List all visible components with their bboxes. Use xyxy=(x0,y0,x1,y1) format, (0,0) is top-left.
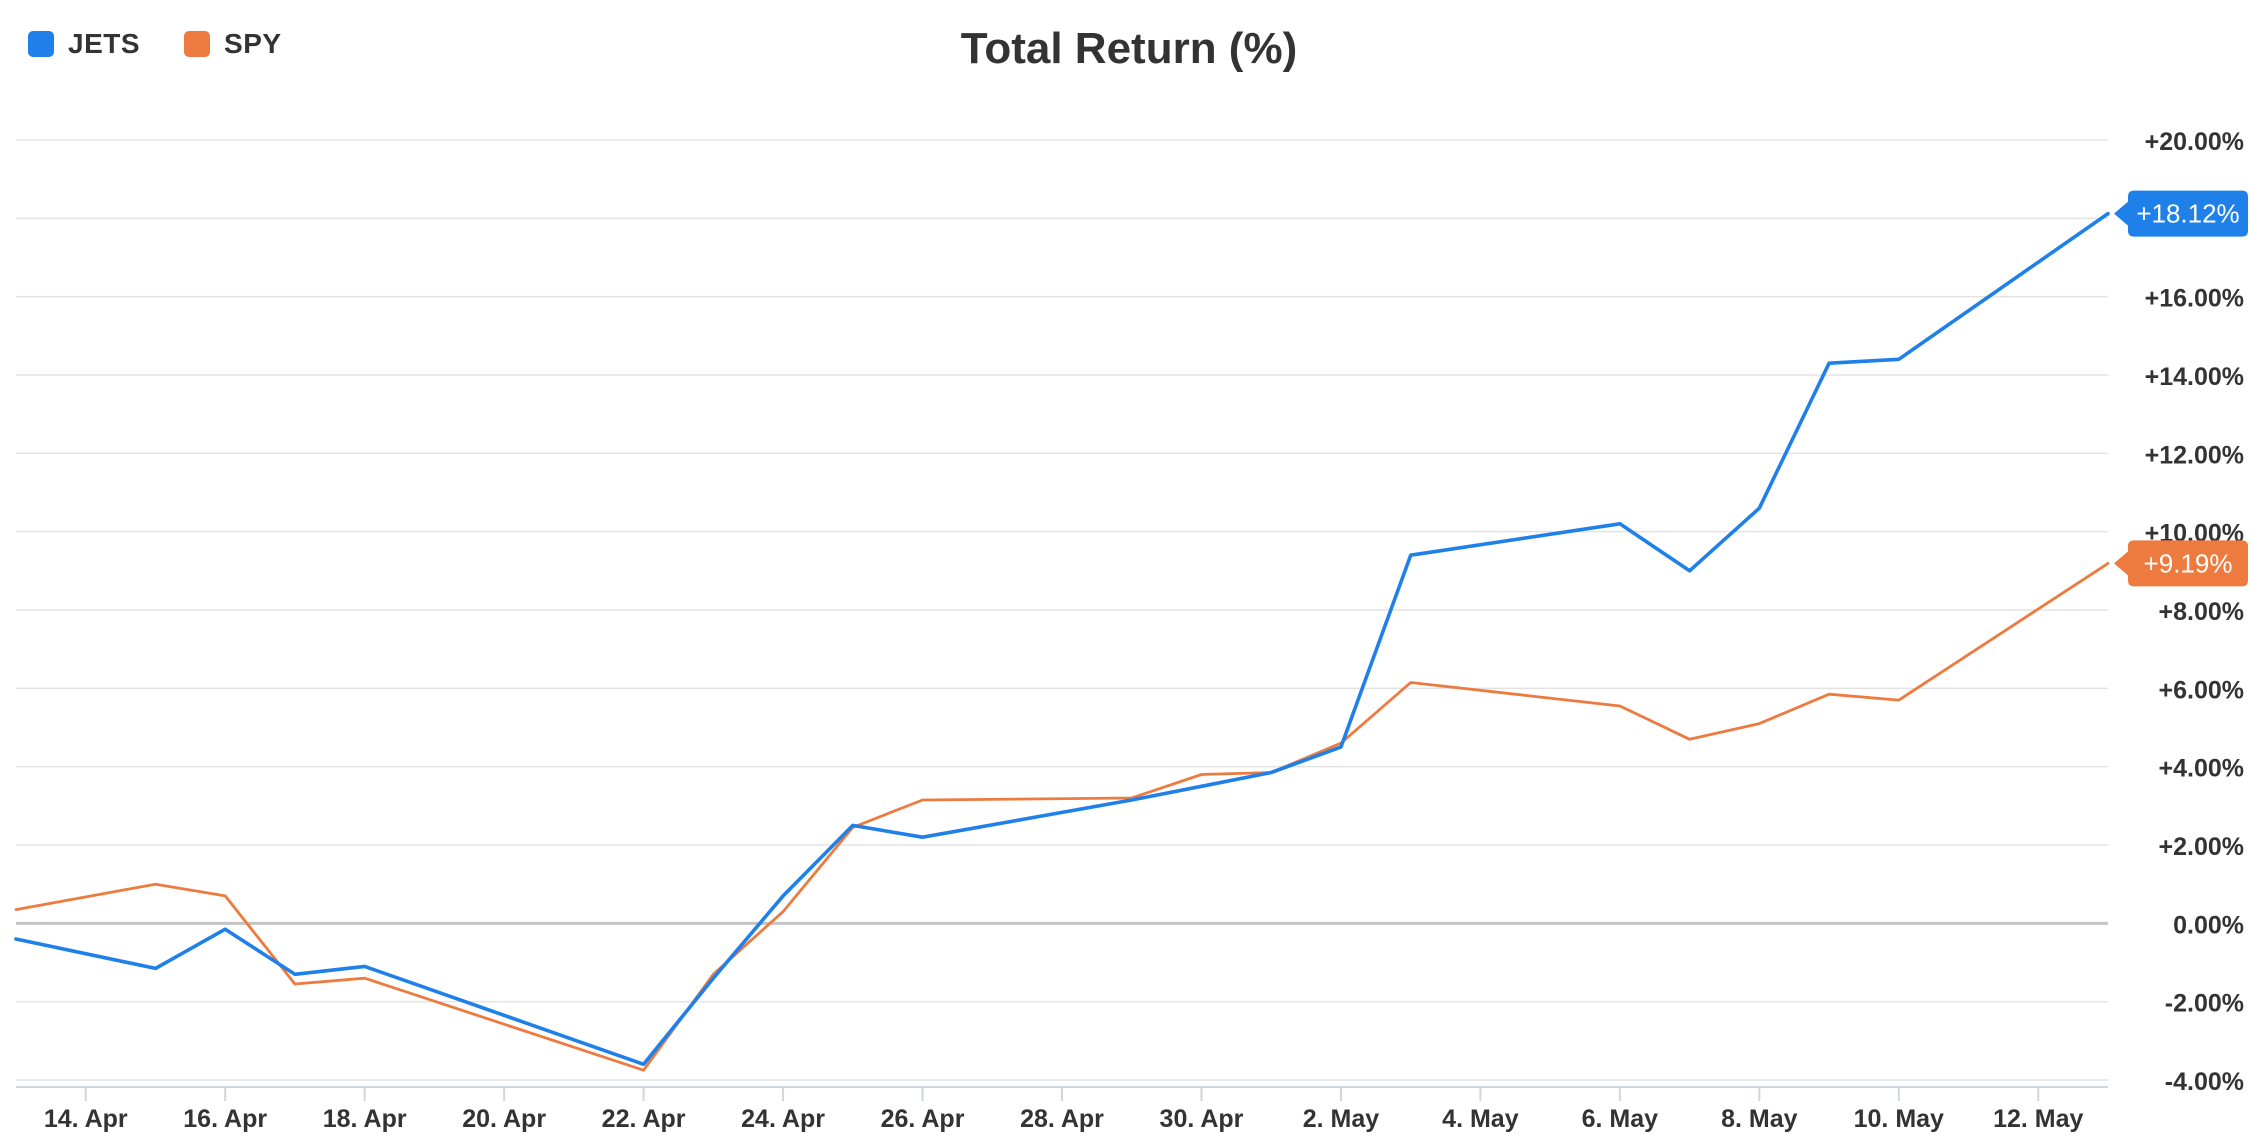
legend-swatch-jets xyxy=(28,31,54,57)
y-tick-label: +12.00% xyxy=(2145,441,2244,469)
legend: JETS SPY xyxy=(28,28,282,60)
y-tick-label: +8.00% xyxy=(2159,598,2245,626)
y-tick-label: 0.00% xyxy=(2173,911,2244,939)
y-tick-label: -4.00% xyxy=(2165,1068,2244,1096)
legend-swatch-spy xyxy=(184,31,211,57)
end-label-spy: +9.19% xyxy=(2114,540,2248,587)
y-tick-label: +6.00% xyxy=(2159,676,2245,704)
y-tick-label: +16.00% xyxy=(2145,285,2244,313)
x-tick-label: 4. May xyxy=(1442,1105,1519,1133)
series-lines xyxy=(14,211,2110,1072)
x-tick-label: 12. May xyxy=(1993,1105,2083,1133)
x-tick-label: 10. May xyxy=(1854,1105,1944,1133)
series-line-jets[interactable] xyxy=(14,211,2110,1067)
legend-label-jets: JETS xyxy=(68,28,141,59)
end-label-badge xyxy=(2114,540,2248,587)
x-tick-label: 16. Apr xyxy=(183,1105,267,1133)
legend-item-jets[interactable]: JETS xyxy=(28,28,140,60)
legend-label-spy: SPY xyxy=(224,28,282,59)
y-tick-label: +14.00% xyxy=(2145,363,2244,391)
gridlines xyxy=(16,139,2108,1081)
chart-title: Total Return (%) xyxy=(960,24,1298,73)
x-tick-label: 20. Apr xyxy=(462,1105,546,1133)
legend-item-spy[interactable]: SPY xyxy=(184,28,282,60)
axes: +20.00%+18.00%+16.00%+14.00%+12.00%+10.0… xyxy=(16,128,2244,1133)
end-label-text: +18.12% xyxy=(2136,199,2239,229)
y-tick-label: +4.00% xyxy=(2159,755,2245,783)
y-tick-label: +20.00% xyxy=(2145,128,2244,156)
x-tick-label: 14. Apr xyxy=(44,1105,128,1133)
x-tick-label: 24. Apr xyxy=(741,1105,825,1133)
x-tick-label: 6. May xyxy=(1582,1105,1659,1133)
y-tick-label: -2.00% xyxy=(2165,990,2244,1018)
x-tick-label: 2. May xyxy=(1303,1105,1380,1133)
x-tick-label: 26. Apr xyxy=(881,1105,965,1133)
x-tick-label: 28. Apr xyxy=(1020,1105,1104,1133)
end-label-jets: +18.12% xyxy=(2114,190,2248,237)
end-label-text: +9.19% xyxy=(2144,548,2233,578)
series-line-spy[interactable] xyxy=(14,562,2110,1072)
x-tick-label: 18. Apr xyxy=(323,1105,407,1133)
x-tick-label: 30. Apr xyxy=(1160,1105,1244,1133)
x-tick-label: 8. May xyxy=(1721,1105,1798,1133)
end-labels: +18.12% +9.19% xyxy=(2114,190,2248,587)
x-tick-label: 22. Apr xyxy=(602,1105,686,1133)
end-label-badge xyxy=(2114,190,2248,237)
y-tick-label: +2.00% xyxy=(2159,833,2245,861)
